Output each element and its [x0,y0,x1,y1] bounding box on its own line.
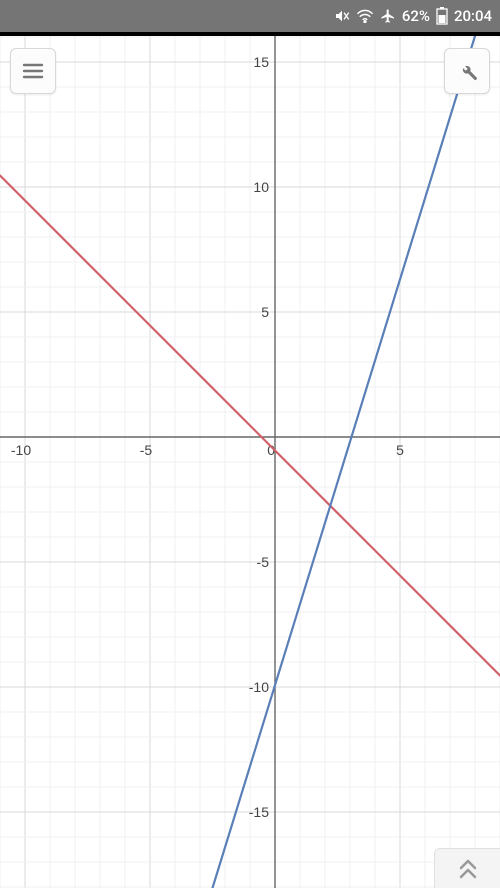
hamburger-icon [22,63,44,79]
y-tick-label: 5 [261,304,269,320]
x-tick-label: -5 [140,442,153,458]
chevrons-up-icon [456,858,480,880]
battery-percent: 62% [402,7,430,25]
clock: 20:04 [454,7,492,25]
x-tick-label: -10 [11,442,31,458]
battery-icon [436,7,448,25]
x-tick-label: 5 [396,442,404,458]
mute-icon [334,8,350,24]
y-tick-label: -5 [257,554,270,570]
y-tick-label: 15 [253,54,269,70]
y-tick-label: -10 [249,679,269,695]
status-bar: 62% 20:04 [0,0,500,32]
airplane-icon [380,8,396,24]
wifi-icon [356,9,374,23]
settings-button[interactable] [444,48,490,94]
y-tick-label: -15 [249,804,269,820]
y-tick-label: 10 [253,179,269,195]
coordinate-plane[interactable]: -10-50515105-5-10-15 [0,36,500,888]
menu-button[interactable] [10,48,56,94]
scroll-top-button[interactable] [434,848,500,888]
graph-viewport[interactable]: -10-50515105-5-10-15 [0,36,500,888]
wrench-icon [456,60,478,82]
